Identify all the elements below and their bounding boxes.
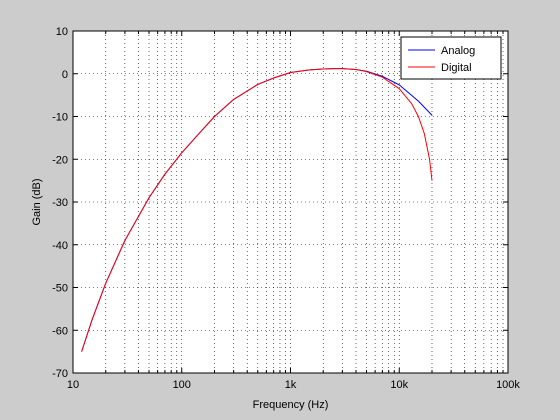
- x-tick-labels: 10 100 1k 10k 100k: [67, 379, 521, 391]
- y-tick-label: -10: [52, 112, 68, 124]
- y-tick-label: -50: [52, 283, 68, 295]
- x-tick-label: 100: [173, 379, 191, 391]
- grid-lines: [73, 31, 508, 373]
- y-tick-labels: -70 -60 -50 -40 -30 -20 -10 0 10: [52, 26, 68, 380]
- y-axis-label: Gain (dB): [31, 178, 43, 225]
- legend-box: [400, 36, 502, 80]
- x-tick-label: 10: [67, 379, 79, 391]
- x-tick-label: 1k: [285, 379, 297, 391]
- y-tick-label: -60: [52, 325, 68, 337]
- axis-ticks: [72, 30, 509, 374]
- series-layer: [81, 68, 433, 352]
- x-tick-label: 10k: [390, 379, 408, 391]
- legend-label-digital: Digital: [441, 62, 472, 74]
- y-tick-label: -70: [52, 368, 68, 380]
- y-tick-label: 0: [62, 69, 68, 81]
- y-tick-label: -30: [52, 197, 68, 209]
- series-line-digital: [81, 68, 433, 352]
- x-tick-label: 100k: [496, 379, 520, 391]
- y-tick-label: -20: [52, 154, 68, 166]
- y-tick-label: -40: [52, 240, 68, 252]
- y-tick-label: 10: [56, 26, 68, 38]
- plot-area: [72, 30, 509, 374]
- legend-label-analog: Analog: [441, 45, 475, 57]
- legend: Analog Digital: [400, 36, 502, 80]
- x-axis-label: Frequency (Hz): [253, 399, 329, 411]
